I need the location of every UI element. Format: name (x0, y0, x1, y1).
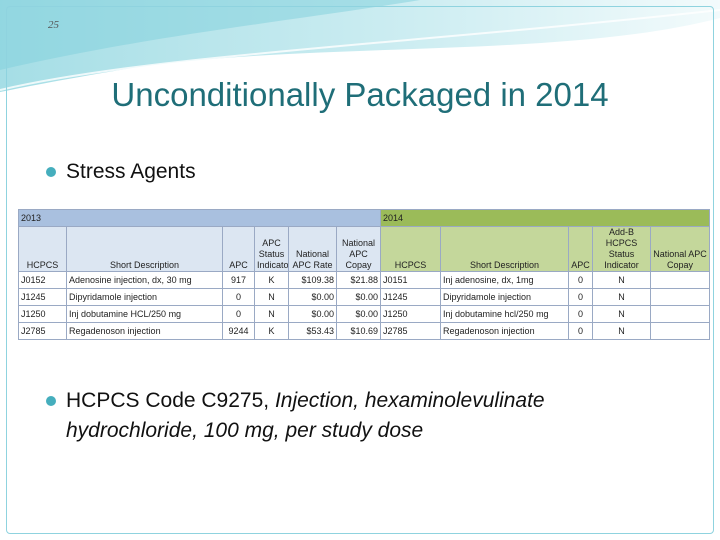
table-cell-hcpcs14: J1245 (380, 288, 441, 306)
table-cell-hcpcs14: J0151 (380, 271, 441, 289)
table-cell-copay13: $10.69 (336, 322, 381, 340)
year-2013-header: 2013 (18, 209, 381, 227)
table-cell-apc14: 0 (568, 322, 593, 340)
table-cell-copay13: $0.00 (336, 305, 381, 323)
bullet-text-desc: Injection, hexaminolevulinate (274, 389, 545, 412)
decorative-header-swoosh (0, 0, 720, 92)
col-header: APC (222, 226, 255, 272)
col-header: APC Status Indicator (254, 226, 289, 272)
bullet-text-code: HCPCS Code C9275, (66, 389, 275, 412)
col-header: National APC Rate (288, 226, 337, 272)
col-header: Short Description (66, 226, 223, 272)
table-cell-apc13: 9244 (222, 322, 255, 340)
table-row: J2785 Regadenoson injection 9244 K $53.43 $10… (18, 322, 711, 340)
table-cell-hcpcs13: J1245 (18, 288, 67, 306)
table-cell-desc13: Inj dobutamine HCL/250 mg (66, 305, 223, 323)
col-header: National APC Copay (649, 226, 711, 272)
table-cell-desc14: Dipyridamole injection (440, 288, 569, 306)
table-cell-rate13: $0.00 (288, 288, 337, 306)
bullet-icon (46, 167, 56, 177)
table-cell-copay13: $21.88 (336, 271, 381, 289)
col-header: HCPCS (380, 226, 441, 272)
bullet-text: HCPCS Code C9275, Injection, hexaminolev… (66, 386, 545, 446)
table-row: J1245 Dipyridamole injection 0 N $0.00 $0.00 J… (18, 288, 711, 306)
col-header: Short Description (440, 226, 569, 272)
bullet-item-stress-agents: Stress Agents (46, 160, 196, 184)
table-cell-copay14 (649, 288, 711, 306)
table-cell-rate13: $109.38 (288, 271, 337, 289)
table-cell-apc13: 917 (222, 271, 255, 289)
table-cell-si14: N (592, 305, 651, 323)
table-row: J1250 Inj dobutamine HCL/250 mg 0 N $0.00 $0.… (18, 305, 711, 323)
table-cell-desc14: Inj dobutamine hcl/250 mg (440, 305, 569, 323)
table-cell-copay14 (649, 271, 711, 289)
table-cell-copay13: $0.00 (336, 288, 381, 306)
bullet-text-desc-cont: hydrochloride, 100 mg, per study dose (66, 419, 424, 442)
year-2014-header: 2014 (379, 209, 711, 227)
table-cell-si13: N (254, 288, 289, 306)
table-cell-hcpcs13: J1250 (18, 305, 67, 323)
slide-frame (6, 6, 714, 534)
table-cell-desc13: Adenosine injection, dx, 30 mg (66, 271, 223, 289)
col-header: Add-B HCPCS Status Indicator (592, 226, 651, 272)
table-cell-desc14: Inj adenosine, dx, 1mg (440, 271, 569, 289)
page-number: 25 (48, 19, 59, 31)
table-cell-si13: K (254, 271, 289, 289)
table-cell-apc13: 0 (222, 305, 255, 323)
col-header: National APC Copay (336, 226, 381, 272)
bullet-icon (46, 396, 56, 406)
table-cell-hcpcs14: J1250 (380, 305, 441, 323)
bullet-item-c9275: HCPCS Code C9275, Injection, hexaminolev… (46, 386, 696, 446)
slide-title: Unconditionally Packaged in 2014 (111, 76, 609, 113)
table-cell-apc13: 0 (222, 288, 255, 306)
table-cell-si14: N (592, 322, 651, 340)
bullet-text: Stress Agents (66, 160, 196, 183)
table-cell-hcpcs13: J2785 (18, 322, 67, 340)
table-cell-copay14 (649, 305, 711, 323)
table-cell-apc14: 0 (568, 271, 593, 289)
table-cell-si13: N (254, 305, 289, 323)
table-cell-si13: K (254, 322, 289, 340)
table-row: J0152 Adenosine injection, dx, 30 mg 917 K $… (18, 271, 711, 289)
hcpcs-comparison-table: 2013 2014 HCPCS Short Description APC AP… (18, 209, 711, 378)
col-header: APC (568, 226, 593, 272)
table-cell-desc13: Regadenoson injection (66, 322, 223, 340)
table-cell-copay14 (649, 322, 711, 340)
table-cell-hcpcs14: J2785 (380, 322, 441, 340)
table-cell-desc13: Dipyridamole injection (66, 288, 223, 306)
table-cell-si14: N (592, 271, 651, 289)
table-cell-hcpcs13: J0152 (18, 271, 67, 289)
table-cell-apc14: 0 (568, 288, 593, 306)
table-cell-apc14: 0 (568, 305, 593, 323)
col-header: HCPCS (18, 226, 67, 272)
table-cell-rate13: $0.00 (288, 305, 337, 323)
table-cell-desc14: Regadenoson injection (440, 322, 569, 340)
table-cell-rate13: $53.43 (288, 322, 337, 340)
table-cell-si14: N (592, 288, 651, 306)
